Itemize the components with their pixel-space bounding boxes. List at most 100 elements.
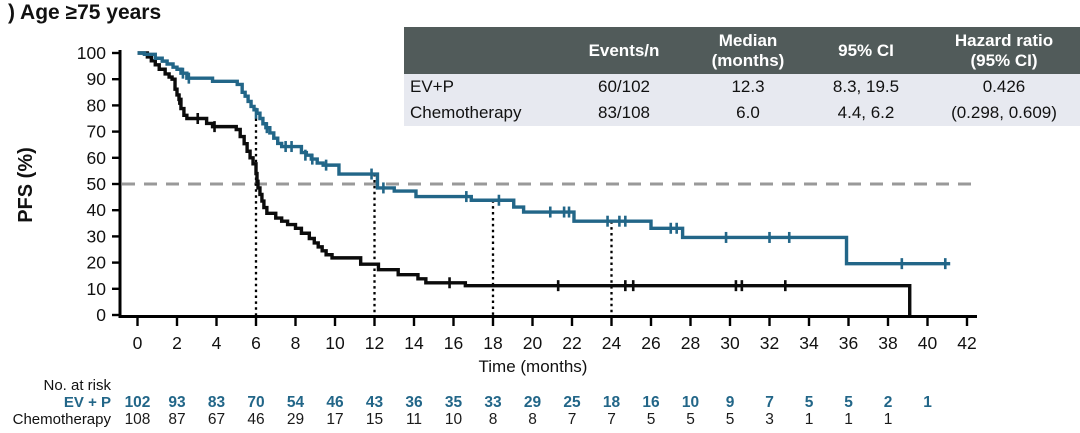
risk-count-chemo: 29	[287, 411, 304, 428]
risk-count-chemo: 46	[247, 411, 264, 428]
summary-evp-median: 12.3	[692, 74, 804, 100]
summary-chemo-median: 6.0	[692, 100, 804, 126]
x-tick-label: 10	[325, 333, 345, 353]
risk-count-evp: 102	[125, 394, 151, 411]
risk-count-evp: 1	[923, 394, 932, 411]
risk-count-chemo: 5	[686, 411, 695, 428]
y-tick-label: 20	[87, 253, 107, 273]
x-tick-label: 6	[251, 333, 261, 353]
x-tick-label: 26	[641, 333, 660, 353]
y-tick-label: 70	[87, 122, 107, 142]
y-tick-label: 0	[96, 305, 106, 325]
y-tick-label: 60	[87, 148, 107, 168]
x-tick-label: 18	[483, 333, 502, 353]
summary-evp-events: 60/102	[556, 74, 692, 100]
risk-count-chemo: 87	[168, 411, 185, 428]
risk-count-evp: 36	[405, 394, 423, 411]
risk-count-chemo: 11	[406, 411, 422, 428]
y-axis-label: PFS (%)	[15, 147, 37, 223]
y-tick-label: 100	[77, 43, 106, 63]
risk-table-title: No. at risk	[43, 377, 111, 394]
risk-count-chemo: 5	[647, 411, 656, 428]
summary-col-events: Events/n	[556, 27, 692, 74]
x-tick-label: 2	[172, 333, 182, 353]
table-row: Chemotherapy 83/108 6.0 4.4, 6.2 (0.298,…	[404, 100, 1080, 126]
x-tick-label: 12	[365, 333, 384, 353]
summary-table-header-row: Events/n Median (months) 95% CI Hazard r…	[404, 27, 1080, 74]
y-tick-label: 40	[87, 200, 107, 220]
x-tick-label: 4	[212, 333, 222, 353]
summary-chemo-ci: 4.4, 6.2	[804, 100, 928, 126]
risk-count-evp: 33	[484, 394, 502, 411]
summary-table: Events/n Median (months) 95% CI Hazard r…	[404, 27, 1080, 126]
risk-count-evp: 46	[326, 394, 344, 411]
x-tick-label: 22	[562, 333, 581, 353]
risk-count-chemo: 1	[884, 411, 893, 428]
y-tick-label: 10	[87, 279, 107, 299]
x-tick-label: 42	[957, 333, 976, 353]
risk-count-evp: 70	[247, 394, 264, 411]
x-tick-label: 30	[720, 333, 740, 353]
risk-count-evp: 35	[445, 394, 463, 411]
x-tick-label: 40	[918, 333, 938, 353]
y-tick-label: 90	[87, 69, 107, 89]
summary-chemo-events: 83/108	[556, 100, 692, 126]
x-tick-label: 34	[799, 333, 819, 353]
x-tick-label: 16	[444, 333, 463, 353]
x-axis-label: Time (months)	[478, 357, 588, 376]
summary-evp-ci: 8.3, 19.5	[804, 74, 928, 100]
risk-count-chemo: 1	[805, 411, 814, 428]
risk-count-chemo: 8	[528, 411, 537, 428]
y-tick-label: 30	[87, 226, 107, 246]
y-tick-label: 50	[87, 174, 107, 194]
x-tick-label: 38	[878, 333, 897, 353]
risk-count-chemo: 67	[208, 411, 225, 428]
risk-count-evp: 2	[884, 394, 893, 411]
summary-evp-name: EV+P	[404, 74, 556, 100]
x-tick-label: 20	[523, 333, 543, 353]
km-curve-evp	[137, 51, 951, 266]
risk-row-label-evp: EV + P	[63, 394, 111, 411]
risk-count-evp: 54	[287, 394, 305, 411]
x-tick-label: 0	[133, 333, 143, 353]
x-tick-label: 24	[602, 333, 622, 353]
x-tick-label: 28	[681, 333, 700, 353]
summary-col-blank	[404, 27, 556, 74]
x-tick-label: 14	[404, 333, 424, 353]
risk-count-evp: 5	[805, 394, 814, 411]
risk-count-evp: 83	[208, 394, 226, 411]
summary-evp-hr: 0.426	[928, 74, 1080, 100]
risk-count-chemo: 15	[366, 411, 383, 428]
risk-count-chemo: 5	[726, 411, 735, 428]
summary-chemo-hr: (0.298, 0.609)	[928, 100, 1080, 126]
risk-count-chemo: 1	[844, 411, 853, 428]
table-row: EV+P 60/102 12.3 8.3, 19.5 0.426	[404, 74, 1080, 100]
summary-chemo-name: Chemotherapy	[404, 100, 556, 126]
panel-title: ) Age ≥75 years	[8, 1, 162, 24]
risk-count-evp: 29	[524, 394, 542, 411]
x-tick-label: 36	[839, 333, 858, 353]
risk-count-evp: 25	[563, 394, 581, 411]
risk-row-label-chemo: Chemotherapy	[12, 411, 111, 428]
x-tick-label: 32	[760, 333, 779, 353]
risk-count-chemo: 7	[568, 411, 577, 428]
summary-col-median: Median (months)	[692, 27, 804, 74]
risk-count-evp: 7	[765, 394, 774, 411]
risk-count-chemo: 10	[445, 411, 463, 428]
y-tick-label: 80	[87, 95, 107, 115]
risk-count-chemo: 17	[326, 411, 343, 428]
risk-count-evp: 93	[168, 394, 186, 411]
x-tick-label: 8	[291, 333, 301, 353]
risk-count-evp: 16	[642, 394, 660, 411]
risk-count-evp: 5	[844, 394, 853, 411]
risk-count-evp: 9	[726, 394, 735, 411]
km-curve-chemo	[137, 51, 912, 315]
risk-count-evp: 10	[682, 394, 699, 411]
risk-count-chemo: 108	[125, 411, 151, 428]
summary-col-ci: 95% CI	[804, 27, 928, 74]
risk-count-chemo: 8	[489, 411, 498, 428]
risk-count-evp: 43	[366, 394, 384, 411]
risk-count-evp: 18	[603, 394, 621, 411]
